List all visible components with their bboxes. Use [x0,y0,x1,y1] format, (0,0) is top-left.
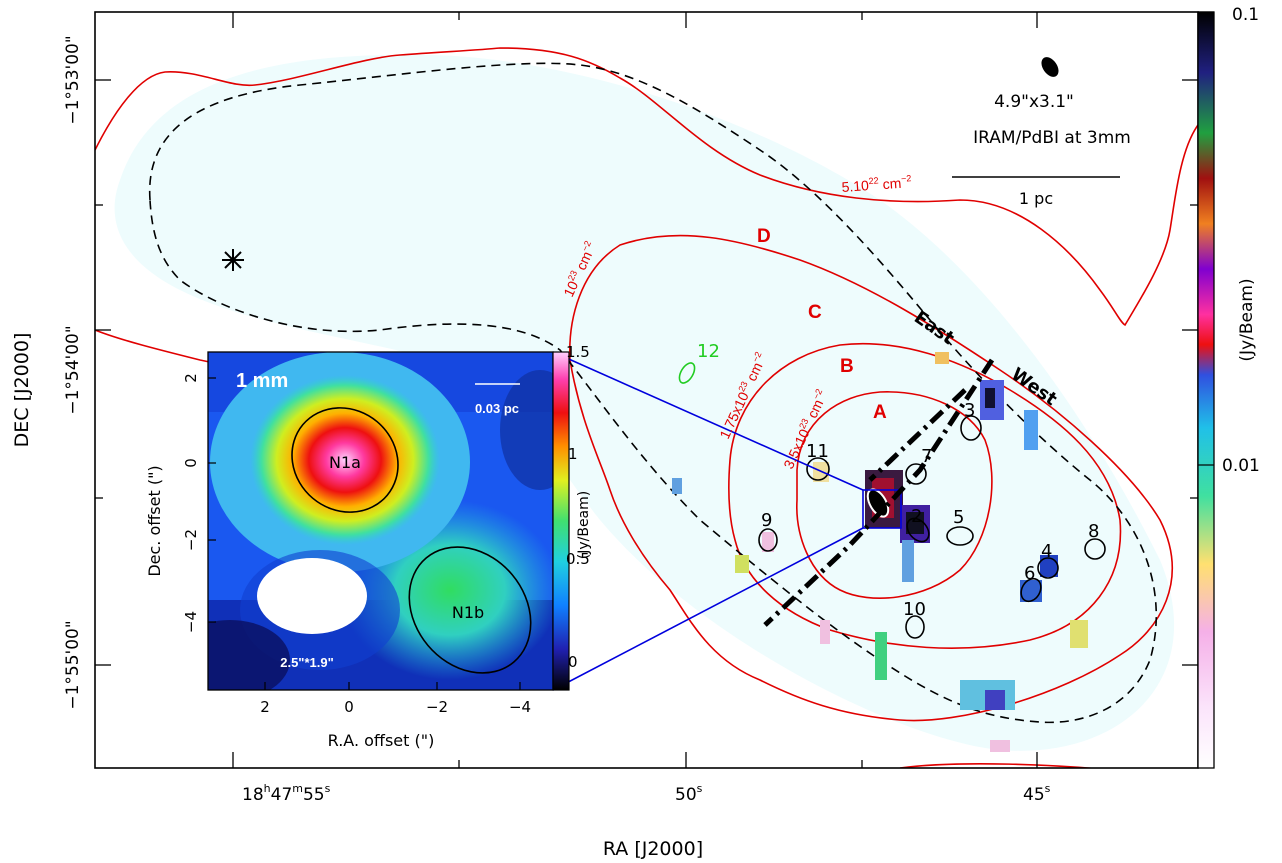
source-label-10: 10 [903,599,926,620]
inset-cbar-tick-0: 0 [568,653,578,671]
region-label-b: B [840,356,854,377]
zoom-line-bottom [552,527,864,691]
source-label-2: 2 [911,506,922,527]
colorbar-tick-0-01: 0.01 [1222,456,1260,476]
y-axis-label: DEC [J2000] [11,333,33,448]
contour-label-5e22: 5.1022 cm−2 [841,173,912,195]
contour-1e23 [568,234,1173,722]
inset-beam [257,558,367,634]
x-tick-label-3: 45s [1023,782,1051,805]
inset-y-label: Dec. offset (") [145,465,164,576]
source-label-7: 7 [921,446,932,467]
inset-y-tick-4: −4 [182,611,200,633]
x-tick-label-2: 50s [675,782,703,805]
source-ellipse-8 [1084,538,1106,560]
source-labels: 2 3 4 5 6 7 8 9 10 11 12 [697,341,1099,620]
y-tick-label-1: −1°53'00" [63,35,83,124]
contour-5e22-bottom [899,763,1097,768]
source-ellipse-10 [905,615,925,639]
contour-5e22 [95,47,1198,327]
contour-1-75e23 [728,342,1122,649]
instrument-label: IRAM/PdBI at 3mm [973,128,1131,148]
inset-ellipse-n1b [408,546,532,674]
source-label-4: 4 [1041,541,1052,562]
region-label-c: C [808,302,822,323]
inset-cbar-tick-1: 1 [568,445,578,463]
source-ellipse-4 [1037,557,1059,579]
inset-wavelength-label: 1 mm [236,370,288,392]
region-label-a: A [873,402,887,423]
zoom-line-top [552,351,864,491]
colorbar-label: (Jy/Beam) [1237,278,1257,361]
source-label-3: 3 [964,400,975,421]
inset-beam-label: 2.5"*1.9" [280,655,334,670]
inset-y-tick-1: 2 [182,373,200,383]
inset-colorbar-label: (Jy/Beam) [576,491,592,560]
inset-x-label: R.A. offset (") [328,731,435,750]
x-axis-label: RA [J2000] [603,838,703,860]
inset-scalebar-label: 0.03 pc [475,401,519,416]
y-tick-label-2: −1°54'00" [63,325,83,414]
inset-cbar-tick-0-5: 0.5 [566,550,590,568]
source-ellipse-7 [905,463,927,485]
inset-x-tick-1: 2 [260,698,270,716]
inset-x-tick-3: −2 [426,698,448,716]
inset-source-n1b: N1b [452,603,484,622]
main-colorbar [1197,11,1215,769]
inset-source-n1a: N1a [329,453,361,472]
source-ellipse-3 [960,415,982,441]
beam-ellipse [1041,57,1059,77]
inset-colorbar [552,351,570,691]
star-marker [222,249,244,271]
source-label-5: 5 [953,507,964,528]
main-map-area [95,47,1198,768]
source-ellipses [678,362,1106,639]
zoom-box [862,489,902,529]
source-ellipse-2 [906,517,930,543]
source-ellipse-11 [806,457,830,481]
contour-3-5e23 [796,391,993,599]
east-west-cut-upper [868,388,967,482]
inset-ellipse-n1a [291,407,399,513]
source-label-8: 8 [1088,521,1099,542]
source-label-11: 11 [806,441,829,462]
inset-y-tick-3: −2 [182,529,200,551]
main-ticks [95,12,1198,768]
inset-y-tick-2: 0 [182,458,200,468]
colorbar-tick-0-1: 0.1 [1232,5,1259,25]
y-tick-label-3: −1°55'00" [63,620,83,709]
source-ellipse-12 [678,362,696,384]
source-label-6: 6 [1024,563,1035,584]
x-tick-label-1: 18h47m55s [242,782,331,805]
beam-size-label: 4.9"x3.1" [994,92,1074,112]
source-ellipse-9 [758,528,778,552]
colorbar-ticks [1198,11,1214,466]
source-label-9: 9 [761,510,772,531]
inset-cbar-tick-1-5: 1.5 [566,343,590,361]
east-west-cut [763,358,995,627]
source-ellipse-5 [946,526,974,546]
inset-map [208,352,553,690]
region-label-d: D [757,226,771,247]
inset-x-tick-4: −4 [509,698,531,716]
inset-x-tick-2: 0 [344,698,354,716]
scalebar-label: 1 pc [1019,189,1053,208]
source-ellipse-6 [1020,577,1042,603]
source-label-12: 12 [697,341,720,362]
inset-ticks [208,377,521,690]
